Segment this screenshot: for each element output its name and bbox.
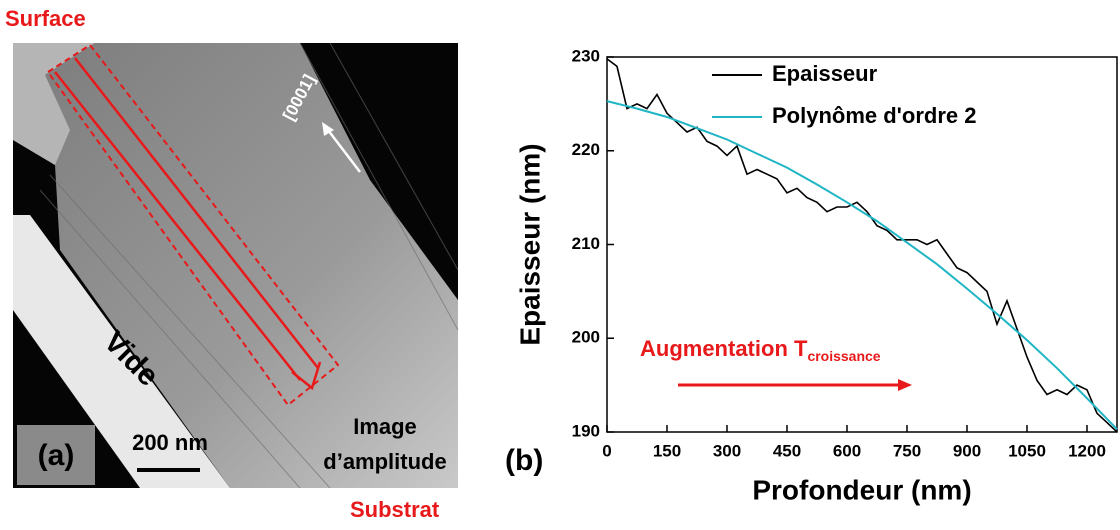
annotation: Augmentation Tcroissance xyxy=(640,336,881,364)
fringes xyxy=(39,42,459,489)
profile-box xyxy=(46,43,340,407)
caption-line: Image xyxy=(353,414,417,439)
panel-label: (a) xyxy=(38,439,75,472)
legend-label: Polynôme d'ordre 2 xyxy=(772,103,977,128)
x-axis-label: Profondeur (nm) xyxy=(752,474,971,505)
scale-label: 200 nm xyxy=(132,430,208,455)
caption-line: d’amplitude xyxy=(323,449,446,474)
series-line xyxy=(606,100,1118,430)
y-axis-label: Epaisseur (nm) xyxy=(514,143,545,345)
profile-arrow xyxy=(54,57,322,391)
x-tick-label: 300 xyxy=(713,441,741,460)
y-tick-label: 200 xyxy=(572,328,600,347)
vide-region xyxy=(13,215,230,488)
direction-arrow xyxy=(327,129,361,173)
surface-label: Surface xyxy=(5,6,86,31)
chart: 0 150 300 450 600 750 900 1050 1200 190 200 210 220 2… xyxy=(505,46,1118,505)
annotation-text: Augmentation T xyxy=(640,336,808,361)
tem-image: [0001] Vide (a) 200 nm Image d’amplitude xyxy=(13,42,459,489)
y-tick-label: 220 xyxy=(572,140,600,159)
annotation-arrowhead xyxy=(898,379,912,391)
x-tick-label: 450 xyxy=(773,441,801,460)
x-tick-label: 1200 xyxy=(1068,441,1106,460)
series-line xyxy=(606,58,1118,433)
direction-arrowhead xyxy=(322,122,334,136)
substrat-label: Substrat xyxy=(350,497,440,522)
legend-label: Epaisseur xyxy=(772,61,878,86)
x-tick-label: 600 xyxy=(833,441,861,460)
surface-region xyxy=(13,43,95,165)
panel-box xyxy=(17,425,95,485)
panel-label: (b) xyxy=(505,444,543,477)
x-tick-label: 900 xyxy=(953,441,981,460)
x-tick-label: 750 xyxy=(893,441,921,460)
annotation-subscript: croissance xyxy=(807,348,880,364)
x-tick-label: 150 xyxy=(653,441,681,460)
x-tick-label: 1050 xyxy=(1008,441,1046,460)
x-tick-label: 0 xyxy=(602,441,611,460)
y-tick-label: 190 xyxy=(572,421,600,440)
y-tick-label: 230 xyxy=(572,46,600,65)
y-tick-label: 210 xyxy=(572,234,600,253)
